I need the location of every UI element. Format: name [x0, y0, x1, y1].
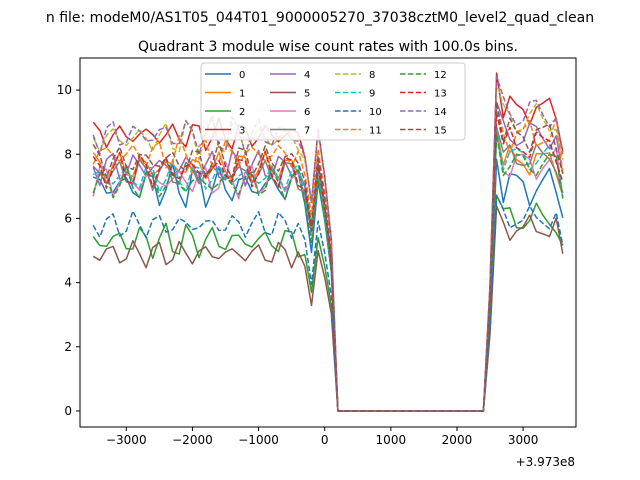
legend-label-8: 8 [369, 70, 375, 81]
legend-label-0: 0 [239, 70, 245, 81]
y-tick-label: 2 [64, 340, 72, 354]
x-tick-label: 3000 [508, 433, 539, 447]
legend-label-2: 2 [239, 107, 245, 118]
y-axis: 0 2 4 6 8 10 [57, 83, 80, 418]
legend-label-5: 5 [304, 89, 310, 100]
legend-label-6: 6 [304, 107, 310, 118]
series-line-10 [92, 194, 564, 412]
x-tick-label: 2000 [442, 433, 473, 447]
legend-label-9: 9 [369, 89, 375, 100]
y-tick-label: 6 [64, 211, 72, 225]
legend-label-1: 1 [239, 89, 245, 100]
x-axis: −3000 −2000 −1000 0 1000 2000 3000 [106, 427, 538, 447]
series-layer [92, 72, 564, 412]
x-tick-label: −1000 [238, 433, 279, 447]
y-tick-label: 0 [64, 404, 72, 418]
chart-title: Quadrant 3 module wise count rates with … [138, 39, 518, 55]
x-axis-offset-label: +3.973e8 [516, 455, 575, 469]
legend-label-14: 14 [434, 107, 447, 118]
y-tick-label: 10 [57, 83, 72, 97]
series-line-15 [92, 101, 564, 412]
legend-label-11: 11 [369, 126, 382, 137]
legend-label-10: 10 [369, 107, 382, 118]
legend-box [200, 62, 466, 141]
x-tick-label: 1000 [376, 433, 407, 447]
x-tick-label: −2000 [172, 433, 213, 447]
legend-label-13: 13 [434, 89, 447, 100]
legend-label-15: 15 [434, 126, 447, 137]
figure-suptitle: n file: modeM0/AS1T05_044T01_9000005270_… [46, 10, 594, 26]
y-tick-label: 8 [64, 147, 72, 161]
legend-label-7: 7 [304, 126, 310, 137]
x-tick-label: −3000 [106, 433, 147, 447]
legend-label-4: 4 [304, 70, 310, 81]
axes-frame [79, 57, 577, 428]
legend-label-12: 12 [434, 70, 447, 81]
y-tick-label: 4 [64, 276, 72, 290]
x-tick-label: 0 [321, 433, 329, 447]
legend-label-3: 3 [239, 126, 245, 137]
